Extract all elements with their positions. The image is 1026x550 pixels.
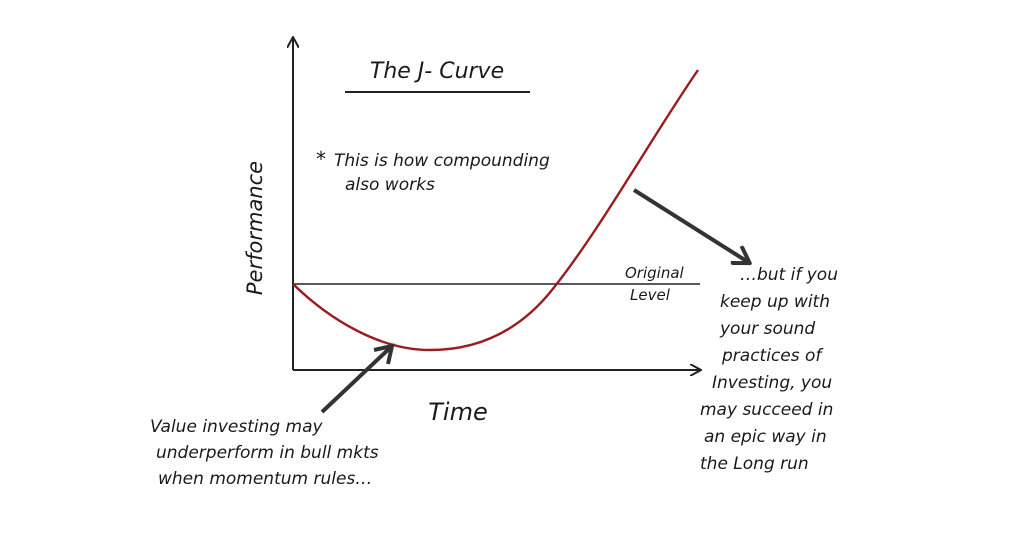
annotation-line: when momentum rules…	[158, 469, 372, 489]
annotation-line: underperform in bull mkts	[156, 443, 379, 463]
annotation-line: …but if you	[740, 265, 838, 285]
annotation-line: your sound	[719, 319, 815, 339]
annotation-line: Value investing may	[150, 417, 324, 437]
arrow-head	[373, 343, 395, 365]
title: The J- Curve	[370, 59, 504, 84]
j-curve	[292, 69, 699, 352]
annotation-right: …but if you keep up with your sound practic…	[700, 265, 838, 474]
annotation-arrow	[320, 344, 394, 414]
reference-label: Original	[625, 264, 685, 282]
annotation-line: Investing, you	[712, 373, 832, 393]
annotation-line: keep up with	[720, 292, 830, 312]
reference-label: Level	[630, 286, 671, 304]
note-line: This is how compounding	[334, 151, 550, 171]
annotation-line: the Long run	[700, 454, 809, 474]
y-axis-label: Performance	[243, 161, 267, 295]
annotation-line: practices of	[721, 346, 824, 366]
note-line: also works	[345, 175, 435, 195]
annotation-line: an epic way in	[704, 427, 827, 447]
annotation-arrow	[632, 188, 748, 262]
x-axis-label: Time	[428, 398, 487, 426]
note-marker: *	[316, 147, 326, 171]
annotation-left: Value investing may underperform in bull …	[150, 417, 379, 489]
annotation-line: may succeed in	[700, 400, 833, 420]
